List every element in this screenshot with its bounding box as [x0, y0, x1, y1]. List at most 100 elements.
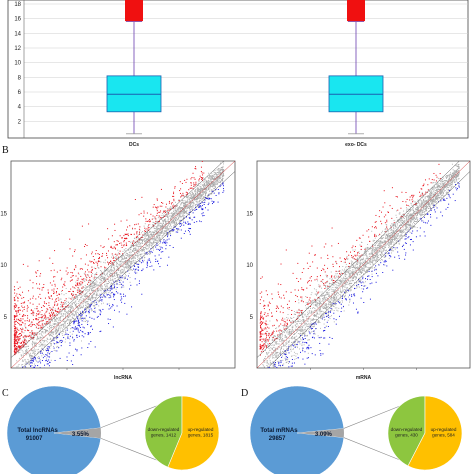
scatter-point [168, 209, 170, 211]
scatter-point [71, 312, 73, 313]
scatter-point [45, 322, 47, 324]
scatter-point [22, 375, 23, 376]
scatter-point [91, 266, 93, 268]
scatter-point [35, 345, 37, 347]
scatter-point [165, 210, 167, 212]
scatter-point [170, 235, 172, 237]
scatter-point [95, 297, 97, 298]
scatter-point [427, 204, 429, 206]
scatter-point [213, 179, 215, 181]
scatter-point [48, 365, 50, 367]
scatter-point [115, 244, 117, 246]
scatter-point [82, 301, 84, 303]
scatter-point [121, 255, 123, 257]
scatter-point [74, 304, 76, 305]
scatter-point [18, 329, 20, 331]
scatter-point [128, 257, 130, 259]
scatter-point [48, 333, 50, 335]
scatter-point [13, 333, 15, 335]
scatter-point [172, 216, 174, 218]
scatter-point [36, 334, 38, 336]
scatter-point [160, 222, 162, 224]
scatter-point [218, 175, 220, 177]
scatter-point [91, 296, 93, 298]
scatter-point [83, 312, 85, 314]
scatter-point [115, 248, 117, 250]
scatter-point [62, 303, 64, 305]
scatter-point [166, 242, 168, 244]
scatter-point [28, 354, 30, 356]
scatter-point [164, 227, 166, 229]
scatter-point [20, 324, 22, 326]
scatter-point [127, 275, 129, 277]
scatter-point [133, 251, 135, 253]
scatter-point [109, 275, 111, 277]
scatter-point [213, 177, 215, 179]
scatter-point [198, 202, 200, 204]
scatter-point [99, 282, 100, 284]
scatter-point [56, 338, 58, 340]
scatter-point [110, 260, 112, 262]
scatter-point [182, 203, 184, 204]
scatter-point [167, 216, 169, 218]
scatter-point [19, 324, 21, 326]
scatter-point [51, 350, 53, 352]
scatter-point [420, 210, 421, 212]
scatter-point [214, 183, 216, 185]
scatter-point [104, 284, 106, 285]
scatter-point [117, 259, 119, 261]
scatter-point [161, 247, 163, 249]
scatter-point [100, 289, 102, 291]
scatter-point [84, 293, 86, 295]
scatter-point [38, 322, 40, 324]
scatter-point [303, 316, 305, 318]
scatter-point [158, 215, 160, 217]
scatter-point [208, 180, 210, 182]
scatter-point [42, 322, 44, 324]
scatter-point [41, 316, 43, 318]
scatter-point [25, 359, 26, 361]
scatter-point [49, 315, 51, 317]
scatter-point [194, 191, 196, 193]
scatter-point [222, 178, 224, 179]
scatter-point [45, 319, 46, 321]
scatter-point [54, 359, 56, 361]
scatter-point [202, 188, 203, 190]
scatter-point [176, 205, 178, 207]
scatter-point [179, 219, 181, 221]
scatter-point [174, 212, 176, 214]
scatter-point [58, 293, 60, 295]
scatter-point [24, 373, 25, 374]
scatter-point [55, 371, 56, 372]
scatter-point [78, 323, 80, 325]
scatter-point [81, 284, 83, 286]
scatter-point [77, 317, 79, 319]
scatter-point [414, 210, 415, 212]
scatter-point [85, 315, 87, 317]
scatter-point [163, 220, 165, 222]
scatter-point [165, 220, 167, 222]
scatter-point [92, 284, 94, 286]
scatter-point [130, 249, 132, 250]
scatter-point [17, 348, 19, 350]
scatter-point [151, 243, 153, 245]
scatter-point [106, 271, 108, 273]
scatter-diagonal-line [11, 161, 235, 368]
scatter-point [171, 222, 173, 224]
scatter-point [219, 181, 221, 183]
scatter-point [138, 260, 140, 262]
scatter-point [81, 317, 83, 319]
scatter-point [38, 317, 40, 319]
scatter-point [115, 269, 117, 271]
scatter-point [121, 255, 123, 256]
scatter-point [111, 253, 113, 255]
scatter-point [43, 374, 44, 375]
scatter-point [40, 341, 42, 343]
scatter-point [160, 225, 162, 227]
scatter-point [15, 306, 17, 308]
scatter-point [120, 279, 122, 281]
scatter-point [26, 346, 27, 348]
scatter-point [329, 315, 331, 317]
scatter-point [222, 175, 224, 177]
scatter-point [32, 313, 34, 315]
